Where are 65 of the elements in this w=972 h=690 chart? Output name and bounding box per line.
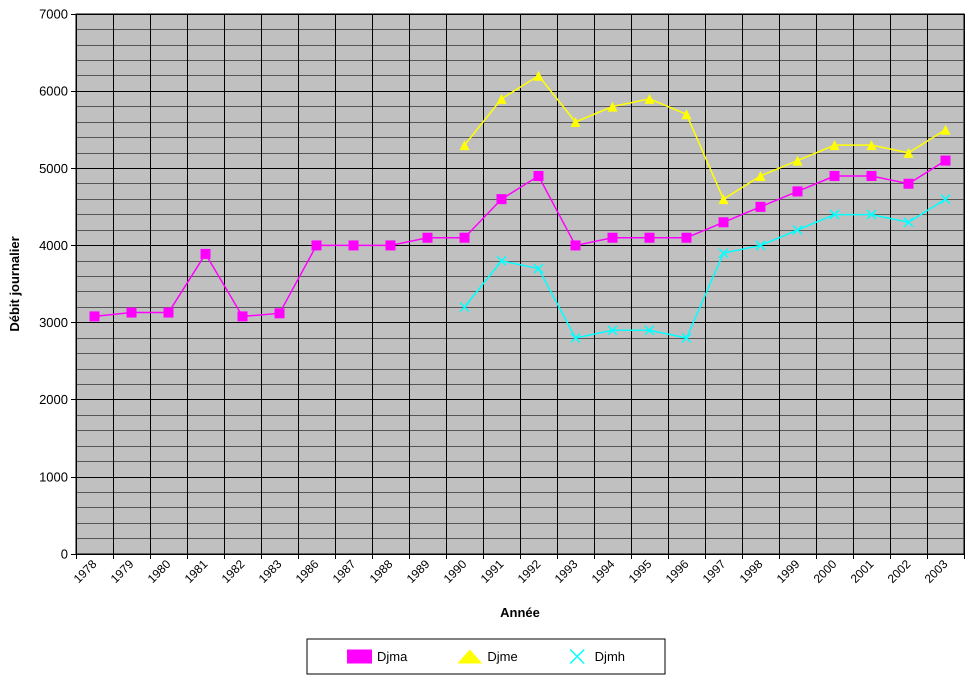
point	[386, 240, 396, 250]
point	[718, 194, 728, 204]
point	[534, 70, 544, 81]
legend-label: Djme	[487, 649, 518, 664]
point	[533, 263, 544, 274]
point	[200, 248, 210, 259]
point	[830, 171, 840, 181]
point	[940, 194, 951, 204]
point	[682, 232, 692, 243]
point	[644, 94, 654, 104]
y-tick-label: 0	[60, 546, 68, 562]
point	[718, 217, 728, 228]
point	[792, 156, 802, 166]
point	[904, 148, 914, 158]
point	[496, 256, 507, 266]
point	[755, 240, 766, 251]
x-axis-title: Année	[500, 605, 540, 620]
point	[904, 178, 914, 189]
point	[608, 102, 618, 112]
point	[312, 240, 322, 250]
point	[644, 325, 655, 336]
point	[866, 209, 877, 220]
point	[830, 140, 840, 150]
point	[90, 311, 100, 322]
point	[238, 311, 248, 322]
point	[681, 332, 692, 344]
point	[792, 186, 802, 196]
y-tick-label: 4000	[39, 238, 68, 253]
point	[682, 109, 692, 120]
point	[644, 232, 654, 243]
point	[422, 232, 432, 243]
point	[496, 194, 506, 204]
point	[126, 308, 136, 318]
point	[496, 94, 506, 104]
point	[940, 156, 950, 166]
y-tick-label: 1000	[39, 469, 68, 484]
point	[274, 308, 284, 318]
point	[756, 171, 766, 181]
point	[570, 240, 580, 250]
point	[866, 140, 876, 150]
point	[460, 232, 470, 243]
point	[607, 325, 618, 336]
legend-label: Djmh	[594, 649, 626, 664]
y-tick-label: 3000	[39, 315, 68, 330]
y-tick-label: 7000	[39, 6, 68, 22]
point	[164, 308, 174, 318]
legend-label: Djma	[376, 649, 408, 664]
y-tick-label: 2000	[39, 392, 68, 408]
point	[460, 140, 470, 150]
point	[756, 202, 766, 212]
point	[570, 117, 580, 127]
point	[866, 171, 876, 181]
point	[829, 209, 840, 220]
point	[718, 248, 729, 258]
point	[570, 332, 581, 344]
y-axis-title: Débit journalier	[7, 236, 22, 332]
point	[940, 124, 950, 135]
point	[903, 217, 914, 228]
point	[534, 171, 544, 181]
y-tick-label: 5000	[39, 160, 68, 176]
point	[792, 224, 803, 236]
y-tick-label: 6000	[39, 84, 68, 99]
point	[608, 232, 618, 243]
point	[459, 302, 470, 312]
point	[348, 240, 358, 250]
